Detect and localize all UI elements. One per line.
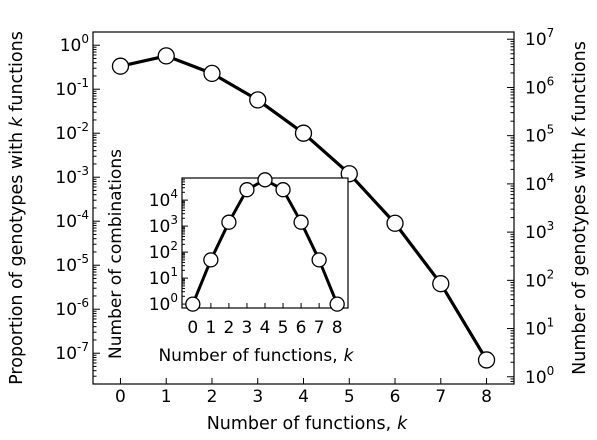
main-y-left-tick-label: 10-4 bbox=[55, 208, 89, 232]
main-x-tick-label: 0 bbox=[115, 387, 126, 407]
inset-data-point bbox=[185, 296, 201, 312]
main-y-right-tick-label: 102 bbox=[525, 267, 554, 291]
main-data-point bbox=[111, 57, 130, 75]
inset-y-tick-label: 100 bbox=[149, 291, 178, 315]
main-x-tick-label: 1 bbox=[161, 387, 172, 407]
main-y-left-tick-label: 100 bbox=[60, 32, 89, 56]
main-x-tick-label: 6 bbox=[390, 387, 401, 407]
inset-x-tick-label: 3 bbox=[242, 318, 253, 338]
main-data-point bbox=[249, 91, 267, 109]
main-y-left-tick-label: 10-1 bbox=[55, 76, 89, 100]
main-x-axis-ticks: 0 1 2 3 4 5 6 7 8 bbox=[115, 378, 492, 407]
main-y-left-tick-label: 10-5 bbox=[55, 252, 89, 276]
inset-data-point bbox=[293, 214, 309, 230]
main-data-point bbox=[157, 47, 175, 65]
main-y-left-tick-label: 10-7 bbox=[55, 340, 89, 364]
main-y-right-tick-label: 103 bbox=[525, 219, 554, 243]
inset-data-point bbox=[221, 214, 237, 230]
main-series-points bbox=[111, 47, 496, 369]
main-x-axis-title: Number of functions, k bbox=[207, 414, 408, 434]
main-y-axis-left-ticks: 100 10-1 10-2 10-3 10-4 10-5 10-6 10-7 bbox=[55, 32, 100, 385]
inset-data-point bbox=[329, 296, 345, 312]
inset-y-tick-label: 103 bbox=[149, 213, 178, 237]
inset-series-points bbox=[185, 172, 345, 312]
inset-data-point bbox=[203, 252, 219, 268]
main-y-axis-right-title: Number of genotypes withkfunctions bbox=[570, 41, 590, 375]
inset-x-tick-label: 6 bbox=[296, 318, 307, 338]
main-y-right-tick-label: 106 bbox=[525, 74, 554, 98]
main-data-point bbox=[477, 351, 496, 369]
inset-x-tick-label: 8 bbox=[332, 318, 343, 338]
main-x-tick-label: 5 bbox=[344, 387, 355, 407]
main-x-tick-label: 4 bbox=[298, 387, 309, 407]
inset-data-point bbox=[311, 252, 327, 268]
main-x-tick-label: 7 bbox=[435, 387, 446, 407]
main-y-left-tick-label: 10-6 bbox=[55, 296, 89, 320]
main-x-tick-label: 8 bbox=[481, 387, 492, 407]
inset-x-axis-title: Number of functions, k bbox=[158, 346, 354, 366]
main-x-tick-label: 2 bbox=[207, 387, 218, 407]
main-y-axis-right-ticks: 107 106 105 104 103 102 101 100 bbox=[507, 26, 554, 388]
main-y-right-tick-label: 101 bbox=[525, 316, 554, 340]
main-y-right-tick-label: 100 bbox=[525, 364, 554, 388]
inset-y-axis-title: Number of combinations bbox=[106, 149, 126, 359]
inset-x-tick-label: 0 bbox=[187, 318, 198, 338]
inset-background bbox=[182, 178, 348, 308]
main-data-point bbox=[386, 214, 404, 232]
main-data-point bbox=[294, 124, 313, 142]
main-data-point bbox=[203, 64, 221, 83]
inset-y-tick-label: 102 bbox=[149, 239, 178, 263]
inset-data-point bbox=[257, 172, 273, 188]
main-y-left-tick-label: 10-2 bbox=[55, 120, 89, 144]
main-data-point bbox=[432, 275, 450, 293]
inset-x-tick-label: 1 bbox=[205, 318, 216, 338]
main-y-right-tick-label: 107 bbox=[525, 26, 554, 50]
main-y-axis-left-title: Proportion of genotypes withkfunctions bbox=[7, 31, 27, 385]
main-x-tick-label: 3 bbox=[252, 387, 263, 407]
main-y-right-tick-label: 104 bbox=[525, 171, 554, 195]
inset-x-tick-label: 4 bbox=[260, 318, 271, 338]
inset-data-point bbox=[239, 182, 255, 198]
inset-x-tick-label: 2 bbox=[223, 318, 234, 338]
inset-x-tick-label: 7 bbox=[314, 318, 325, 338]
main-y-left-tick-label: 10-3 bbox=[55, 164, 89, 188]
inset-y-tick-label: 104 bbox=[149, 187, 178, 211]
inset-y-tick-label: 101 bbox=[149, 265, 178, 289]
main-y-right-tick-label: 105 bbox=[525, 123, 554, 147]
inset-data-point bbox=[275, 182, 291, 198]
inset-x-tick-label: 5 bbox=[278, 318, 289, 338]
